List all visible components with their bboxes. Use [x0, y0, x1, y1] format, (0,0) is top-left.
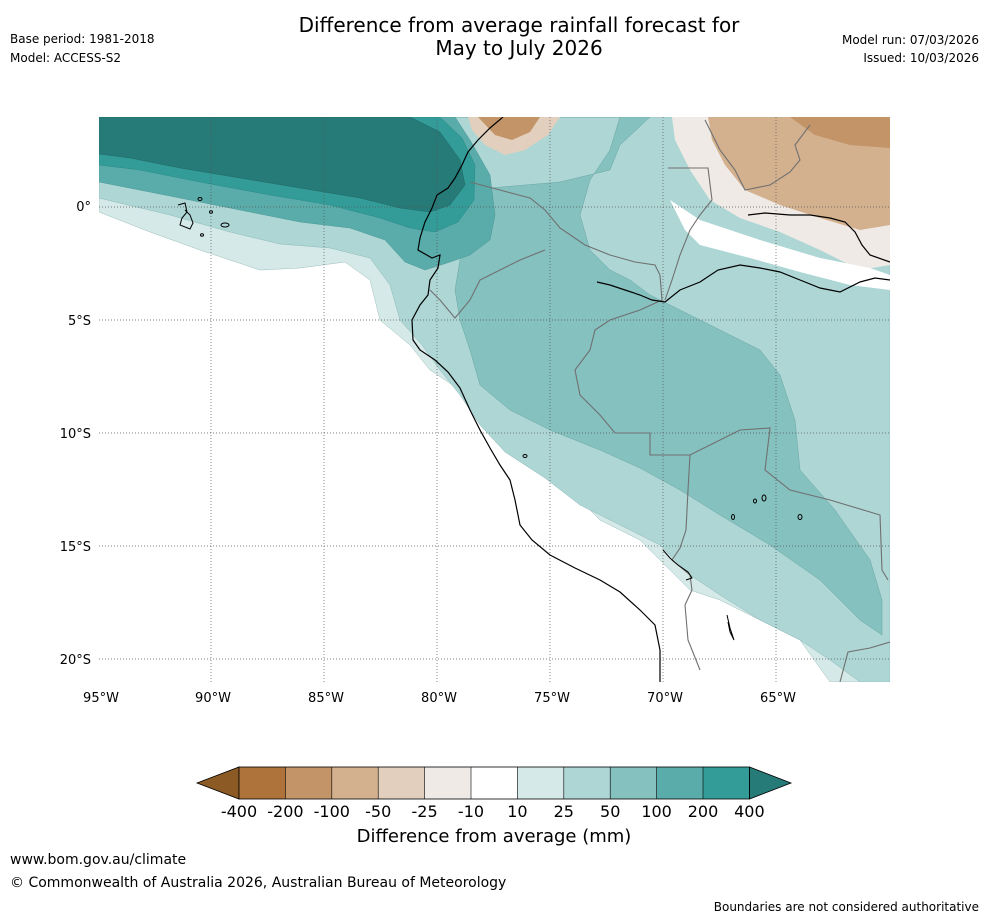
base-period: Base period: 1981-2018 [10, 32, 155, 46]
border-colombia-peru [469, 181, 663, 301]
band-dry-east [708, 117, 890, 230]
lon-label: 70°W [647, 691, 683, 706]
colorbar-title: Difference from average (mm) [356, 826, 632, 847]
lake-3 [797, 514, 803, 520]
colorbar-tick-label: 100 [641, 802, 672, 821]
lake-5 [726, 614, 735, 641]
lon-label: 80°W [421, 691, 457, 706]
colorbar-swatch [563, 767, 611, 799]
border-ecuador-peru [429, 249, 546, 319]
border-colombia-venezuela [664, 167, 713, 301]
map-title: Difference from average rainfall forecas… [194, 14, 844, 60]
river-amazon [596, 264, 890, 303]
colorbar-tick-label: -25 [411, 802, 438, 821]
lon-label: 75°W [534, 691, 570, 706]
lakes [522, 454, 803, 641]
small-island-3 [209, 210, 213, 214]
colorbar-swatch [471, 767, 518, 799]
lat-label: 0° [76, 200, 91, 215]
colorbar-swatch [424, 767, 471, 799]
isabela-island [177, 202, 194, 230]
colorbar-swatch [331, 767, 379, 799]
lake-6 [522, 454, 528, 458]
lon-label: 85°W [308, 691, 344, 706]
footer-copyright: © Commonwealth of Australia 2026, Austra… [10, 875, 507, 891]
border-venezuela-guyana [704, 119, 811, 191]
lon-label: 90°W [195, 691, 231, 706]
band-neutral-wedge [670, 200, 890, 290]
santa-cruz-island [220, 222, 230, 228]
colorbar-arrow-high [749, 766, 793, 800]
lake-1 [761, 494, 767, 502]
lake-2 [753, 498, 757, 504]
colorbar-swatch [656, 767, 703, 799]
footer-disclaimer: Boundaries are not considered authoritat… [713, 900, 979, 914]
title-line-2: May to July 2026 [435, 36, 603, 60]
country-borders [429, 119, 890, 682]
colorbar-tick-label: -100 [313, 802, 350, 821]
colorbar-tick-label: -10 [457, 802, 485, 821]
colorbar-swatch [517, 767, 564, 799]
small-island-1 [197, 197, 203, 201]
colorbar-tick-label: -50 [365, 802, 392, 821]
lon-label: 65°W [760, 691, 796, 706]
small-island-2 [200, 233, 204, 237]
band-dry-north-core [478, 117, 540, 140]
colorbar-swatch [610, 767, 657, 799]
colorbar-tick-label: 10 [507, 802, 528, 821]
lon-label: 95°W [83, 691, 119, 706]
colorbar-tick-label: 200 [687, 802, 719, 821]
colorbar [195, 766, 793, 800]
galapagos-islands [177, 197, 230, 237]
footer-url[interactable]: www.bom.gov.au/climate [10, 852, 187, 868]
band-25-50 [99, 117, 890, 682]
river-orinoco [747, 212, 890, 263]
colorbar-swatch [239, 767, 286, 799]
lat-label: 5°S [68, 314, 91, 329]
lat-label: 10°S [60, 427, 91, 442]
border-peru-brazil-bolivia [574, 299, 889, 581]
colorbar-swatch [378, 767, 425, 799]
colorbar-tick-label: -400 [220, 802, 258, 821]
map-fill-layers [99, 117, 890, 682]
colorbar-arrow-low [195, 766, 240, 800]
colorbar-outline [238, 766, 750, 800]
band-over-400 [99, 117, 466, 213]
coastline-pacific [411, 117, 661, 682]
lake-4 [731, 514, 735, 520]
model-run: Model run: 07/03/2026 [841, 33, 979, 47]
colorbar-swatch [703, 767, 750, 799]
axis-labels: 95°W 90°W 85°W 80°W 75°W 70°W 65°W 0° 5°… [60, 200, 796, 706]
colorbar-tick-label: 400 [734, 802, 765, 821]
border-paraguay [839, 641, 890, 682]
issued-date: Issued: 10/03/2026 [863, 51, 979, 65]
coastlines [411, 117, 890, 682]
colorbar-tick-label: -200 [267, 802, 304, 821]
gridlines [99, 117, 890, 682]
title-line-1: Difference from average rainfall forecas… [298, 13, 740, 37]
lat-label: 20°S [60, 653, 91, 668]
band-dry-east-core [790, 117, 890, 148]
model-name: Model: ACCESS-S2 [10, 51, 122, 65]
colorbar-swatch [285, 767, 332, 799]
colorbar-tick-label: 50 [600, 802, 621, 821]
lat-label: 15°S [60, 540, 91, 555]
colorbar-tick-label: 25 [553, 802, 574, 821]
lake-titicaca [662, 549, 693, 581]
